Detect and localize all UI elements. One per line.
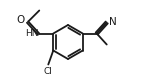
- Text: HN: HN: [25, 29, 38, 38]
- Text: O: O: [16, 15, 24, 24]
- Text: N: N: [109, 17, 116, 26]
- Text: Cl: Cl: [44, 66, 53, 76]
